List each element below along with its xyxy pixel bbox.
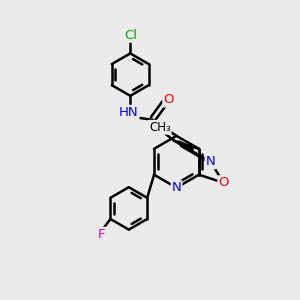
Text: N: N: [206, 155, 215, 168]
Text: HN: HN: [119, 106, 139, 119]
Text: F: F: [98, 228, 105, 241]
Text: CH₃: CH₃: [149, 121, 171, 134]
Text: N: N: [172, 181, 182, 194]
Text: O: O: [163, 93, 174, 106]
Text: Cl: Cl: [124, 29, 137, 42]
Text: O: O: [218, 176, 229, 189]
